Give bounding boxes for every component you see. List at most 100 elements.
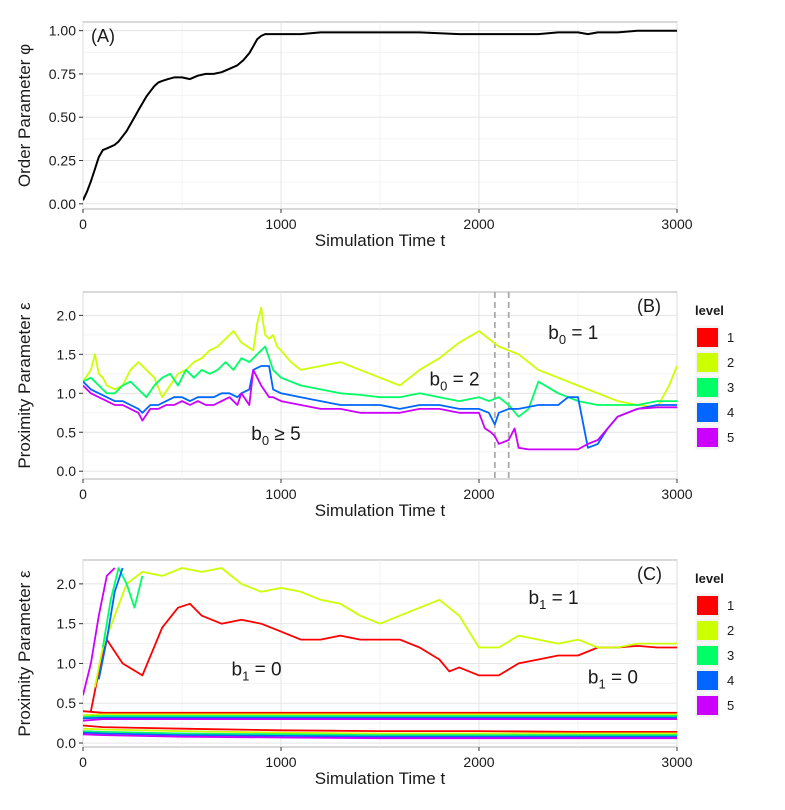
annotation-base: b: [548, 323, 559, 344]
y-tick-label: 1.00: [49, 23, 76, 39]
legend-label: 1: [727, 598, 734, 613]
series-group: [83, 567, 677, 740]
y-tick-label: 2.0: [57, 307, 77, 323]
y-axis-title: Proximity Parameter ε: [15, 570, 34, 737]
annotation-rest: = 0: [606, 667, 638, 688]
annotation-subscript: 0: [440, 379, 447, 394]
legend-title: level: [695, 303, 724, 318]
series-line-level-5: [83, 733, 677, 740]
x-tick-label: 2000: [463, 486, 494, 502]
x-tick-label: 1000: [265, 486, 296, 502]
series-line-level-1: [83, 724, 677, 733]
legend-label: 4: [727, 405, 734, 420]
series-line-level-3: [83, 345, 677, 418]
annotation-subscript: 1: [598, 676, 605, 691]
y-tick-label: 1.0: [57, 385, 77, 401]
y-tick-label: 0.25: [49, 153, 76, 169]
panel-label: (B): [637, 296, 661, 316]
legend-swatch-level-2: [697, 621, 718, 640]
series-line-level-5: [83, 718, 677, 722]
series-line-level-3: [101, 567, 144, 648]
panel-label: (C): [637, 564, 662, 584]
x-tick-label: 3000: [661, 754, 692, 770]
x-tick-label: 2000: [463, 754, 494, 770]
x-tick-label: 1000: [265, 216, 296, 232]
y-tick-label: 0.00: [49, 196, 76, 212]
annotation-2: b0 ≥ 5: [251, 424, 300, 448]
annotation-subscript: 0: [559, 332, 566, 347]
legend-swatch-level-4: [697, 403, 718, 422]
series-line-level-4: [83, 365, 677, 449]
annotation-1: b1 = 0: [232, 659, 282, 683]
series-line-level-4: [83, 716, 677, 720]
series-line-level-3: [83, 715, 677, 718]
legend-swatch-level-1: [697, 596, 718, 615]
panel-label: (A): [91, 26, 115, 46]
series-line-level-4: [97, 567, 124, 680]
legend-swatch-level-4: [697, 671, 718, 690]
y-tick-label: 1.5: [57, 616, 77, 632]
annotation-base: b: [232, 659, 243, 680]
annotation-0: b1 = 1: [529, 588, 579, 612]
legend-label: 1: [727, 330, 734, 345]
annotation-base: b: [529, 588, 540, 609]
panel-b: 0 1000 2000 3000 0.0 0.5 1.0 1.5 2.0 (B) b0 = 1 b0 …: [15, 291, 734, 520]
series-line-level-4: [83, 731, 677, 738]
series-line-level-2: [83, 306, 677, 409]
x-axis-title: Simulation Time t: [315, 769, 446, 788]
x-tick-label: 1000: [265, 754, 296, 770]
annotation-base: b: [588, 667, 599, 688]
series-line-level-1: [83, 710, 677, 714]
annotation-rest: = 2: [447, 370, 479, 391]
annotation-rest: = 0: [249, 659, 281, 680]
legend-label: 2: [727, 355, 734, 370]
series-line-level-2: [83, 727, 677, 735]
x-tick-label: 0: [79, 216, 87, 232]
y-tick-label: 0.50: [49, 109, 76, 125]
legend-swatch-level-2: [697, 353, 718, 372]
series-line-level-2: [94, 567, 677, 688]
y-tick-label: 1.5: [57, 346, 77, 362]
y-tick-label: 0.5: [57, 695, 77, 711]
y-axis-title: Proximity Parameter ε: [15, 302, 34, 469]
panel-a: 0 1000 2000 3000 0.00 0.25 0.50 0.75 1.00 (A) Simu…: [15, 21, 693, 250]
series-line-level-phi: [83, 29, 677, 201]
y-tick-label: 0.0: [57, 463, 77, 479]
annotation-base: b: [251, 424, 262, 445]
x-tick-label: 2000: [463, 216, 494, 232]
annotation-rest: = 1: [546, 588, 578, 609]
y-tick-label: 0.0: [57, 735, 77, 751]
y-tick-label: 0.75: [49, 66, 76, 82]
legend-label: 3: [727, 648, 734, 663]
y-tick-label: 1.0: [57, 655, 77, 671]
x-tick-label: 0: [79, 754, 87, 770]
legend-label: 5: [727, 698, 734, 713]
legend-swatch-level-3: [697, 378, 718, 397]
legend-title: level: [695, 571, 724, 586]
y-tick-label: 0.5: [57, 424, 77, 440]
annotation-1: b0 = 2: [430, 370, 480, 394]
annotation-0: b0 = 1: [548, 323, 598, 347]
legend-label: 4: [727, 673, 734, 688]
x-tick-label: 3000: [661, 216, 692, 232]
series-line-level-2: [83, 713, 677, 717]
series-line-level-5: [83, 567, 116, 696]
series-line-level-5: [83, 368, 677, 451]
annotation-subscript: 0: [262, 433, 269, 448]
y-tick-label: 2.0: [57, 576, 77, 592]
legend-label: 5: [727, 430, 734, 445]
annotation-subscript: 1: [539, 597, 546, 612]
y-axis-title: Order Parameter φ: [15, 44, 34, 187]
legend-swatch-level-3: [697, 646, 718, 665]
legend-swatch-level-1: [697, 328, 718, 347]
annotation-subscript: 1: [242, 668, 249, 683]
legend-swatch-level-5: [697, 696, 718, 715]
x-axis-title: Simulation Time t: [315, 501, 446, 520]
x-tick-label: 3000: [661, 486, 692, 502]
series-line-level-3: [83, 730, 677, 736]
series-group: [83, 29, 677, 201]
